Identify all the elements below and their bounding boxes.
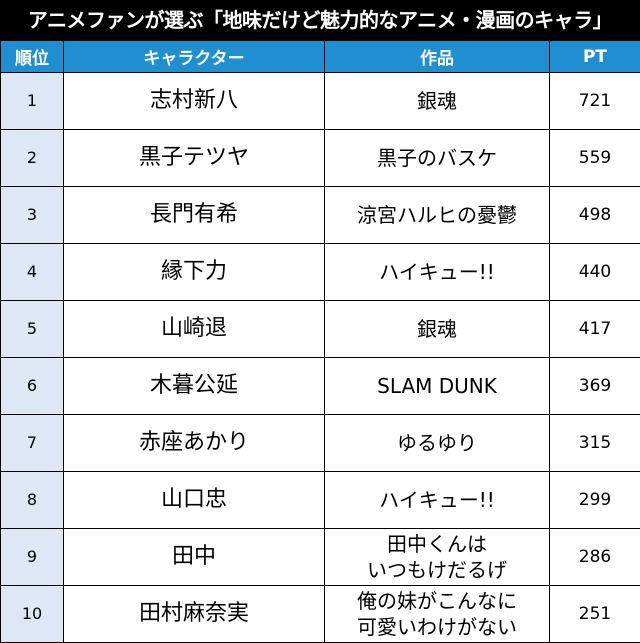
header-points: PT — [550, 41, 640, 73]
character-cell: 木暮公延 — [64, 358, 325, 415]
character-cell: 黒子テツヤ — [64, 130, 325, 187]
character-cell: 田中 — [64, 529, 325, 586]
header-rank: 順位 — [1, 41, 64, 73]
points-cell: 315 — [550, 415, 640, 472]
work-cell: ハイキュー!! — [325, 472, 550, 529]
work-title-line: 黒子のバスケ — [325, 145, 549, 171]
points-cell: 286 — [550, 529, 640, 586]
work-cell: 田中くんはいつもけだるげ — [325, 529, 550, 586]
character-cell: 長門有希 — [64, 187, 325, 244]
work-title-line: いつもけだるげ — [325, 557, 549, 583]
character-cell: 志村新八 — [64, 73, 325, 130]
rank-cell: 3 — [1, 187, 64, 244]
header-character: キャラクター — [64, 41, 325, 73]
points-cell: 299 — [550, 472, 640, 529]
work-title-line: 銀魂 — [325, 88, 549, 114]
work-cell: 俺の妹がこんなに可愛いわけがない — [325, 586, 550, 643]
points-cell: 559 — [550, 130, 640, 187]
work-title-line: 田中くんは — [325, 531, 549, 557]
points-cell: 417 — [550, 301, 640, 358]
work-title-line: 銀魂 — [325, 316, 549, 342]
rank-cell: 4 — [1, 244, 64, 301]
points-cell: 369 — [550, 358, 640, 415]
character-cell: 赤座あかり — [64, 415, 325, 472]
rank-cell: 10 — [1, 586, 64, 643]
work-cell: ハイキュー!! — [325, 244, 550, 301]
work-cell: 銀魂 — [325, 73, 550, 130]
rank-cell: 7 — [1, 415, 64, 472]
work-cell: 涼宮ハルヒの憂鬱 — [325, 187, 550, 244]
work-title-line: 俺の妹がこんなに — [325, 588, 549, 614]
character-cell: 山崎退 — [64, 301, 325, 358]
character-cell: 田村麻奈実 — [64, 586, 325, 643]
work-title-line: 可愛いわけがない — [325, 614, 549, 640]
work-cell: 銀魂 — [325, 301, 550, 358]
work-title-line: SLAM DUNK — [325, 373, 549, 399]
header-work: 作品 — [325, 41, 550, 73]
rank-cell: 2 — [1, 130, 64, 187]
rank-cell: 8 — [1, 472, 64, 529]
points-cell: 251 — [550, 586, 640, 643]
rank-cell: 1 — [1, 73, 64, 130]
work-cell: SLAM DUNK — [325, 358, 550, 415]
work-title-line: 涼宮ハルヒの憂鬱 — [325, 202, 549, 228]
character-cell: 山口忠 — [64, 472, 325, 529]
points-cell: 440 — [550, 244, 640, 301]
header-row: 順位 キャラクター 作品 PT — [1, 41, 640, 73]
points-cell: 721 — [550, 73, 640, 130]
points-cell: 498 — [550, 187, 640, 244]
work-title-line: ハイキュー!! — [325, 259, 549, 285]
rank-cell: 6 — [1, 358, 64, 415]
character-cell: 縁下力 — [64, 244, 325, 301]
rank-cell: 5 — [1, 301, 64, 358]
page-title: アニメファンが選ぶ「地味だけど魅力的なアニメ・漫画のキャラ」 — [0, 0, 640, 40]
work-title-line: ハイキュー!! — [325, 487, 549, 513]
work-cell: 黒子のバスケ — [325, 130, 550, 187]
rank-cell: 9 — [1, 529, 64, 586]
work-title-line: ゆるゆり — [325, 430, 549, 456]
work-cell: ゆるゆり — [325, 415, 550, 472]
